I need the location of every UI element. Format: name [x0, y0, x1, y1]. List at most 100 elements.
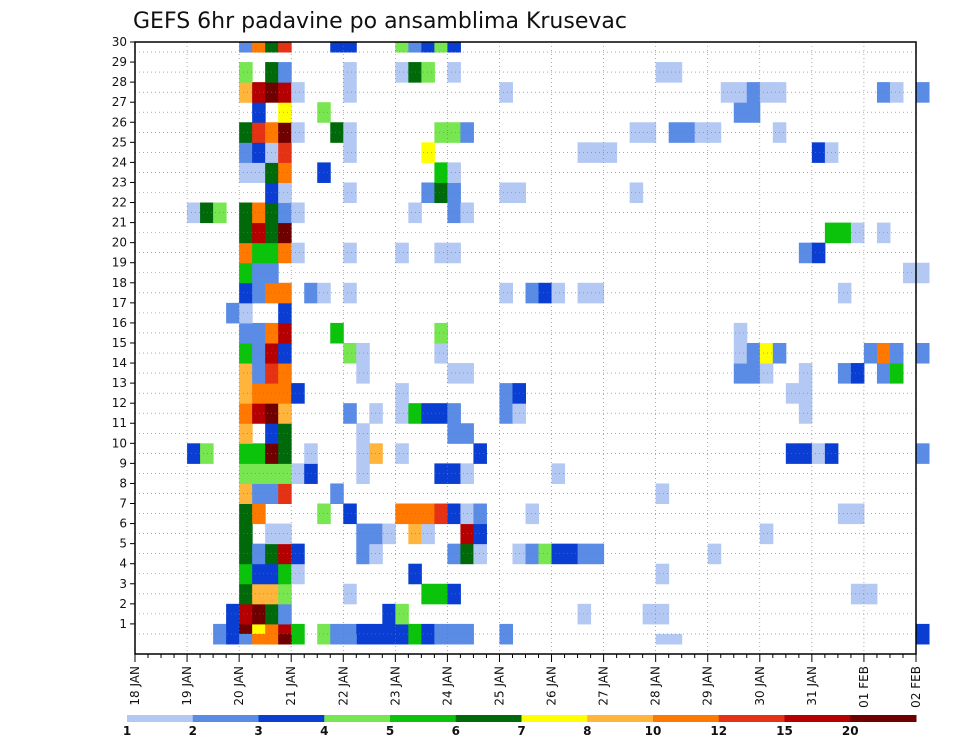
heatmap-cell: [278, 633, 292, 645]
x-tick-label: 27 JAN: [597, 666, 611, 706]
heatmap-cell: [577, 603, 592, 625]
heatmap-cell: [187, 202, 201, 224]
heatmap-cell: [434, 42, 448, 53]
heatmap-cell: [421, 583, 435, 605]
heatmap-cell: [239, 523, 253, 545]
heatmap-cell: [304, 282, 318, 304]
heatmap-cell: [629, 182, 644, 204]
heatmap-cell: [252, 603, 266, 625]
y-tick-label: 6: [119, 517, 127, 531]
heatmap-cell: [733, 102, 748, 123]
heatmap-cell: [278, 603, 292, 625]
heatmap-cell: [252, 142, 266, 163]
colorbar-swatch: [192, 715, 259, 722]
heatmap-cell: [421, 142, 435, 163]
heatmap-cell: [239, 302, 253, 324]
y-tick-label: 5: [119, 537, 127, 551]
y-tick-label: 15: [112, 336, 127, 350]
heatmap-cell: [265, 42, 279, 53]
y-tick-label: 16: [112, 316, 127, 330]
colorbar-label: 12: [710, 724, 727, 738]
heatmap-cell: [239, 443, 253, 464]
heatmap-cell: [343, 182, 357, 204]
heatmap-cell: [239, 563, 253, 585]
heatmap-cell: [551, 463, 566, 484]
x-tick-label: 29 JAN: [701, 666, 715, 706]
heatmap-cell: [759, 363, 774, 384]
heatmap-cell: [785, 383, 800, 404]
heatmap-cell: [278, 122, 292, 143]
heatmap-cell: [603, 142, 618, 163]
heatmap-cell: [863, 583, 878, 605]
heatmap-cell: [278, 423, 292, 444]
heatmap-cells: [187, 42, 930, 645]
heatmap-cell: [239, 62, 253, 83]
colorbar-swatch: [390, 715, 457, 722]
heatmap-cell: [291, 242, 305, 264]
heatmap-cell: [278, 142, 292, 163]
colorbar-swatch: [455, 715, 522, 722]
heatmap-cell: [759, 342, 774, 364]
heatmap-cell: [395, 383, 409, 404]
heatmap-cell: [239, 583, 253, 605]
colorbar-label: 8: [583, 724, 591, 738]
y-axis-ticks: 1234567891011121314151617181920212223242…: [112, 35, 135, 631]
x-tick-label: 18 JAN: [128, 666, 142, 706]
heatmap-cell: [382, 523, 396, 545]
heatmap-cell: [746, 342, 761, 364]
heatmap-cell: [278, 242, 292, 264]
heatmap-cell: [655, 62, 670, 83]
heatmap-cell: [694, 122, 709, 143]
heatmap-cell: [434, 182, 448, 204]
heatmap-cell: [252, 443, 266, 464]
heatmap-cell: [421, 403, 435, 424]
heatmap-cell: [798, 443, 813, 464]
heatmap-cell: [200, 443, 214, 464]
x-axis-ticks: 18 JAN 19 JAN 20 JAN 21 JAN 22 JAN 23 JAN 24 J…: [128, 654, 923, 708]
heatmap-cell: [239, 142, 253, 163]
heatmap-cell: [434, 623, 448, 645]
heatmap-cell: [434, 403, 448, 424]
heatmap-cell: [837, 222, 852, 244]
y-tick-label: 28: [112, 75, 127, 89]
colorbar-swatch: [718, 715, 785, 722]
x-tick-label: 20 JAN: [232, 666, 246, 706]
x-tick-label: 23 JAN: [388, 666, 402, 706]
heatmap-cell: [395, 503, 409, 525]
colorbar-swatch: [324, 715, 391, 722]
y-tick-label: 29: [112, 55, 127, 69]
y-tick-label: 30: [112, 35, 127, 49]
heatmap-cell: [291, 623, 305, 645]
heatmap-cell: [629, 122, 644, 143]
heatmap-cell: [239, 262, 253, 284]
heatmap-cell: [252, 483, 266, 505]
heatmap-cell: [369, 523, 383, 545]
heatmap-cell: [330, 623, 344, 645]
heatmap-cell: [434, 583, 448, 605]
heatmap-cell: [850, 222, 865, 244]
heatmap-cell: [278, 302, 292, 324]
heatmap-cell: [239, 282, 253, 304]
heatmap-cell: [837, 503, 852, 525]
heatmap-cell: [304, 463, 318, 484]
colorbar-label: 15: [776, 724, 793, 738]
heatmap-cell: [278, 82, 292, 103]
y-tick-label: 2: [119, 597, 127, 611]
heatmap-cell: [889, 342, 904, 364]
heatmap-cell: [837, 363, 852, 384]
heatmap-cell: [239, 543, 253, 565]
heatmap-cell: [252, 342, 266, 364]
heatmap-cell: [577, 142, 592, 163]
x-tick-label: 01 FEB: [857, 666, 871, 708]
heatmap-cell: [499, 82, 513, 103]
heatmap-cell: [291, 122, 305, 143]
heatmap-cell: [642, 122, 657, 143]
heatmap-cell: [902, 262, 917, 284]
heatmap-cell: [863, 342, 878, 364]
heatmap-cell: [291, 383, 305, 404]
heatmap-cell: [447, 363, 461, 384]
heatmap-cell: [291, 82, 305, 103]
heatmap-cell: [811, 242, 826, 264]
heatmap-cell: [916, 443, 930, 464]
heatmap-cell: [577, 282, 592, 304]
